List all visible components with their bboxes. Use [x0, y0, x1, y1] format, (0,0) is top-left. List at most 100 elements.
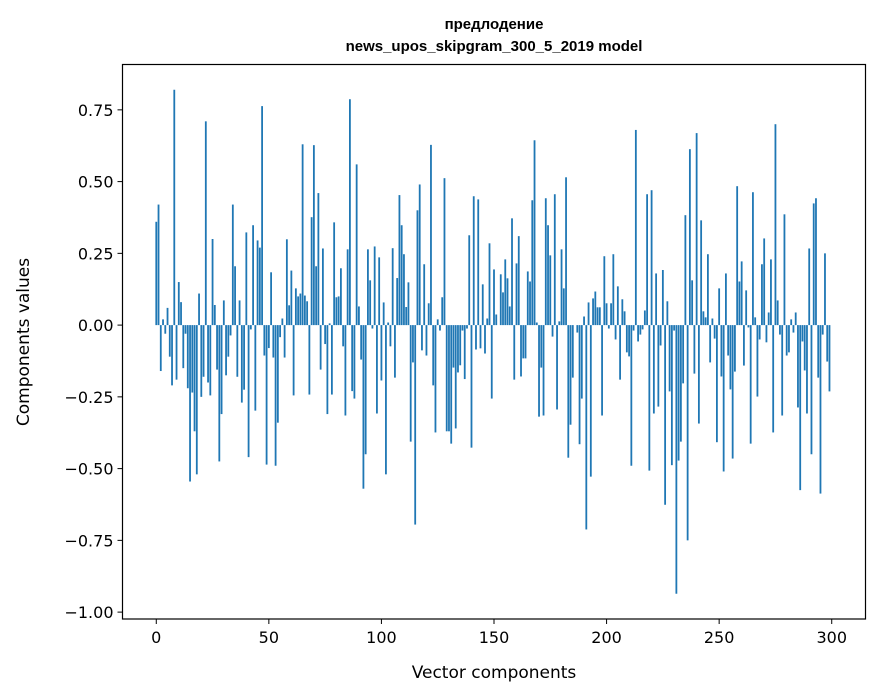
- y-tick-label: 0.50: [78, 173, 114, 192]
- bar-component-23: [207, 325, 209, 383]
- bar-component-49: [265, 325, 268, 465]
- bar-component-189: [580, 325, 583, 399]
- bar-component-282: [790, 319, 793, 326]
- bar-component-225: [661, 269, 664, 326]
- bar-component-232: [677, 325, 680, 461]
- bar-component-203: [612, 254, 615, 326]
- bar-component-297: [824, 253, 826, 326]
- bar-component-91: [360, 325, 363, 360]
- bar-component-160: [515, 263, 518, 326]
- bar-component-103: [387, 322, 390, 326]
- bar-component-1: [157, 204, 160, 326]
- bar-component-205: [616, 286, 619, 326]
- bar-component-115: [414, 325, 417, 525]
- y-axis-ticks: 0.75 0.50 0.25 0.00 −0.25 −0.50 −0.75 −1.00: [64, 101, 123, 622]
- bar-component-281: [788, 325, 790, 353]
- bar-component-131: [450, 325, 453, 444]
- bar-component-257: [734, 325, 736, 372]
- bar-component-89: [355, 164, 358, 326]
- bar-component-240: [695, 133, 698, 326]
- bar-component-109: [400, 225, 403, 326]
- bar-component-34: [231, 204, 234, 326]
- bar-component-290: [808, 248, 811, 326]
- bar-component-104: [389, 325, 392, 347]
- x-axis-ticks: 0 50 100 150 200 250 300: [151, 619, 847, 647]
- bar-component-176: [551, 325, 554, 337]
- bar-component-285: [797, 325, 799, 408]
- bar-component-179: [558, 321, 561, 326]
- bar-component-106: [394, 325, 396, 378]
- bar-component-173: [544, 198, 547, 326]
- bar-component-46: [258, 247, 261, 326]
- bar-component-221: [652, 325, 655, 414]
- bar-component-0: [155, 221, 158, 326]
- bar-component-102: [385, 325, 387, 475]
- bar-component-144: [479, 325, 482, 349]
- bar-component-4: [164, 325, 167, 334]
- bar-component-133: [454, 325, 457, 429]
- bar-component-57: [283, 325, 286, 358]
- bar-component-53: [274, 325, 277, 466]
- chart-title-line-2: news_upos_skipgram_300_5_2019 model: [346, 38, 643, 55]
- bar-component-214: [637, 325, 639, 342]
- bar-component-25: [211, 239, 214, 326]
- bar-component-126: [439, 325, 441, 331]
- bar-component-287: [801, 325, 804, 342]
- x-axis-label: Vector components: [412, 663, 577, 683]
- bar-component-134: [457, 325, 459, 373]
- bar-component-295: [819, 325, 822, 494]
- bar-component-229: [670, 325, 673, 466]
- bar-component-82: [339, 268, 342, 326]
- bar-component-280: [785, 325, 788, 356]
- bar-component-226: [664, 325, 667, 505]
- bar-component-288: [803, 325, 806, 371]
- bar-component-113: [409, 325, 412, 442]
- bar-component-56: [281, 318, 284, 326]
- bar-component-17: [193, 325, 196, 432]
- bar-component-111: [405, 307, 408, 326]
- bar-component-70: [312, 145, 315, 326]
- x-tick-label: 0: [151, 628, 161, 647]
- bar-component-24: [209, 325, 212, 396]
- bar-component-112: [407, 282, 410, 326]
- x-tick-label: 150: [479, 628, 510, 647]
- bar-component-45: [256, 240, 259, 326]
- bar-component-9: [175, 325, 178, 380]
- bar-component-3: [162, 319, 164, 326]
- bar-component-254: [727, 325, 730, 356]
- bar-component-191: [585, 325, 588, 530]
- bar-component-218: [646, 194, 649, 326]
- y-tick-label: −1.00: [64, 603, 113, 622]
- bar-component-128: [443, 178, 446, 326]
- bar-component-93: [364, 325, 367, 455]
- bar-component-120: [425, 325, 428, 356]
- bar-component-13: [184, 325, 187, 334]
- bar-component-154: [502, 292, 504, 326]
- bar-component-217: [643, 310, 646, 326]
- bar-component-21: [202, 325, 205, 377]
- bar-component-174: [547, 225, 549, 326]
- bar-component-14: [186, 325, 189, 389]
- bar-component-251: [720, 325, 723, 377]
- bar-component-73: [319, 325, 322, 370]
- bar-component-277: [779, 325, 781, 335]
- bar-component-36: [236, 325, 239, 377]
- bar-component-181: [562, 288, 565, 326]
- bar-component-50: [267, 325, 270, 349]
- bar-component-163: [522, 325, 525, 359]
- bar-component-184: [569, 325, 572, 425]
- bar-component-114: [412, 325, 414, 363]
- bar-component-116: [416, 210, 419, 326]
- bar-component-252: [722, 325, 725, 472]
- bar-component-249: [715, 325, 718, 443]
- bar-component-159: [513, 325, 516, 380]
- bar-component-66: [303, 295, 306, 326]
- bar-component-52: [272, 325, 275, 358]
- bar-component-213: [634, 129, 637, 326]
- bar-component-194: [592, 298, 594, 326]
- bar-component-169: [535, 322, 538, 326]
- bar-component-141: [472, 196, 475, 326]
- bar-component-110: [403, 254, 405, 326]
- bar-component-44: [254, 325, 257, 411]
